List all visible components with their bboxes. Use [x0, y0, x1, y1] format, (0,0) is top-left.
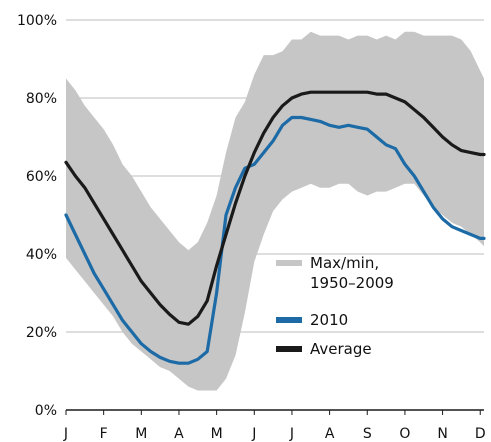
series-layer — [64, 90, 486, 365]
legend: Max/min, 1950–2009 2010 Average — [276, 254, 394, 358]
y-tick-label: 0% — [35, 403, 57, 419]
x-tick-label: N — [437, 426, 447, 442]
x-tick-label: A — [174, 426, 184, 442]
legend-label: 2010 — [310, 311, 348, 329]
legend-swatch — [276, 346, 302, 352]
axes: 0% 20% 40% 60% 80% 100% J F M A M J J A S O N D — [17, 13, 486, 442]
y-tick-label: 20% — [26, 325, 57, 341]
max-min-band — [66, 31, 484, 391]
x-tick-label: J — [63, 426, 68, 442]
legend-label: Max/min, — [310, 254, 379, 272]
x-tick-label: D — [475, 426, 486, 442]
x-tick-label: A — [325, 426, 335, 442]
legend-label: Average — [310, 340, 372, 358]
x-tick-label: J — [251, 426, 256, 442]
legend-swatch — [276, 260, 302, 266]
x-tick-label: F — [100, 426, 108, 442]
y-tick-label: 80% — [26, 91, 57, 107]
legend-label: 1950–2009 — [310, 274, 394, 292]
y-tick-label: 100% — [17, 13, 57, 29]
x-tick-label: M — [135, 426, 147, 442]
y-tick-label: 40% — [26, 247, 57, 263]
x-tick-label: M — [211, 426, 223, 442]
series-2010 — [64, 115, 486, 365]
x-tick-label: S — [363, 426, 372, 442]
series-average — [64, 90, 486, 326]
x-tick-label: O — [399, 426, 410, 442]
x-tick-label: J — [289, 426, 294, 442]
y-tick-label: 60% — [26, 169, 57, 185]
legend-swatch — [276, 317, 302, 323]
